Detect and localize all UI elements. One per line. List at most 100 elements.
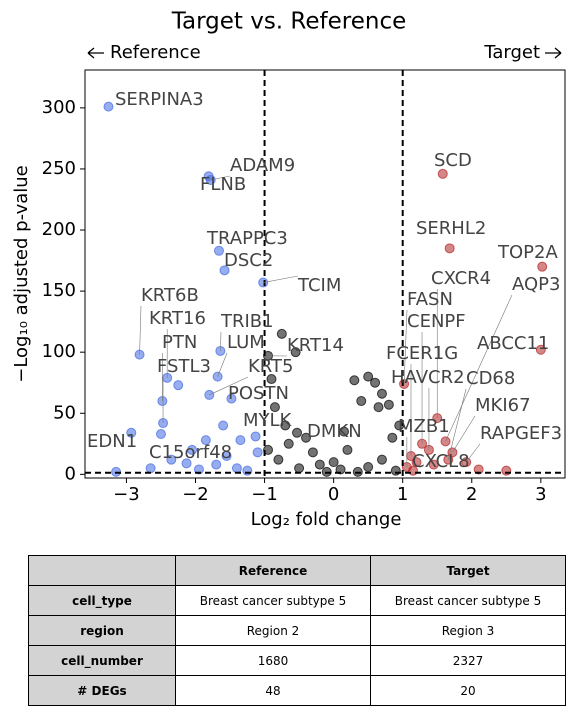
point [219, 265, 230, 276]
corner-cell [28, 555, 176, 586]
gene-label: CXCL8 [412, 451, 470, 472]
gene-label: SCD [434, 150, 472, 171]
y-tick-label: 250 [42, 158, 76, 179]
point [203, 171, 214, 182]
gene-label: CD68 [466, 368, 515, 389]
chart-title: Target vs. Reference [171, 9, 407, 35]
point [193, 464, 204, 475]
gene-label: MYLK [243, 410, 293, 431]
gene-label: TRIB1 [220, 311, 274, 332]
gene-label: POSTN [228, 383, 289, 404]
point [537, 261, 548, 272]
table-cell: Region 3 [370, 615, 566, 646]
row-header: region [28, 615, 176, 646]
x-tick-label: 2 [466, 484, 477, 505]
right-label: Target [483, 42, 540, 63]
gene-label: HAVCR2 [391, 367, 465, 388]
x-tick-label: 1 [397, 484, 408, 505]
gene-label: FASN [407, 289, 453, 310]
leader-line [220, 331, 222, 351]
y-tick-label: 200 [42, 219, 76, 240]
leader-line [217, 352, 228, 377]
point [387, 432, 398, 443]
point [221, 451, 232, 462]
table-cell: Region 2 [175, 615, 371, 646]
table-row: cell_number 1680 2327 [28, 645, 566, 676]
point [314, 459, 325, 470]
row-header: # DEGs [28, 675, 176, 706]
right-arrow [545, 47, 562, 59]
table-row: cell_type Breast cancer subtype 5 Breast c… [28, 585, 566, 616]
point [252, 447, 263, 458]
point [356, 396, 367, 407]
gene-label: SERHL2 [416, 218, 486, 239]
gene-label: SERPINA3 [115, 89, 204, 110]
gene-label: KRT14 [287, 335, 344, 356]
point [280, 420, 291, 431]
gene-label: CXCR4 [431, 268, 491, 289]
point [307, 447, 318, 458]
point [428, 459, 439, 470]
y-axis-label: −Log₁₀ adjusted p-value [11, 165, 32, 383]
point [231, 463, 242, 474]
leader-line [452, 415, 476, 453]
gene-label: MKI67 [475, 395, 531, 416]
point [211, 459, 222, 470]
y-tick-label: 50 [53, 402, 76, 423]
point [342, 444, 353, 455]
gene-label: KRT6B [141, 285, 199, 306]
point [373, 402, 384, 413]
gene-label: ADAM9 [230, 155, 295, 176]
point [390, 465, 401, 476]
point [301, 432, 312, 443]
gene-label: TOP2A [497, 242, 558, 263]
chart: Target vs. Reference Reference Target Lo… [11, 9, 566, 530]
point [376, 454, 387, 465]
left-arrow [87, 47, 104, 59]
plot-area [103, 101, 548, 477]
leader-line [465, 443, 481, 463]
gene-label: CENPF [407, 311, 466, 332]
point [273, 454, 284, 465]
gene-label: KRT5 [248, 356, 293, 377]
x-tick-label: 0 [328, 484, 339, 505]
point [383, 399, 394, 410]
gene-label: FSTL3 [157, 356, 211, 377]
point [349, 375, 360, 386]
point [501, 465, 512, 476]
point [376, 388, 387, 399]
point [294, 463, 305, 474]
gene-label: ABCC11 [477, 333, 549, 354]
point [276, 328, 287, 339]
leader-line [210, 175, 231, 181]
point [394, 420, 405, 431]
point [328, 457, 339, 468]
header-cell: Target [370, 555, 566, 586]
gene-label: PTN [162, 332, 197, 353]
point [335, 464, 346, 475]
point [411, 457, 422, 468]
point [242, 465, 253, 476]
table-cell: 1680 [175, 645, 371, 676]
table-cell: 2327 [370, 645, 566, 676]
table-cell: 48 [175, 675, 371, 706]
point [535, 344, 546, 355]
y-tick-label: 100 [42, 341, 76, 362]
point [126, 427, 137, 438]
leader-line [139, 305, 142, 355]
point [363, 371, 374, 382]
point [283, 438, 294, 449]
header-cell: Reference [175, 555, 371, 586]
gene-label: FLNB [200, 174, 246, 195]
row-header: cell_type [28, 585, 176, 616]
left-label: Reference [110, 42, 201, 63]
leader-line [209, 376, 249, 396]
gene-label: TCIM [297, 275, 341, 296]
y-tick-label: 150 [42, 280, 76, 301]
point [269, 402, 280, 413]
point [338, 426, 349, 437]
table-row: # DEGs 48 20 [28, 675, 566, 706]
gene-label: MZB1 [398, 416, 450, 437]
point [155, 429, 166, 440]
